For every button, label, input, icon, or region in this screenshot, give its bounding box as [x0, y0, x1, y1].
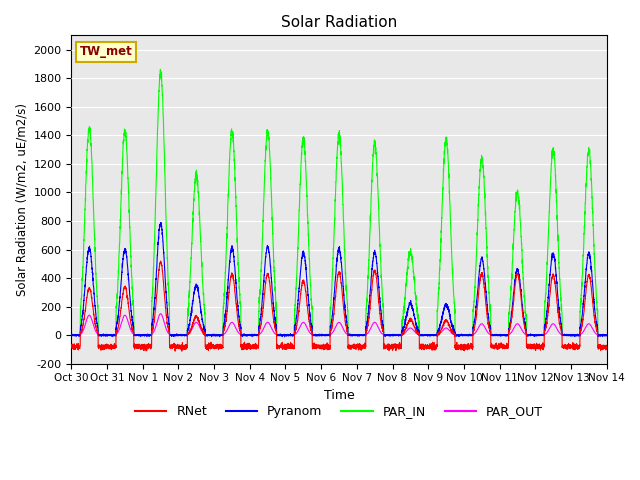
Legend: RNet, Pyranom, PAR_IN, PAR_OUT: RNet, Pyranom, PAR_IN, PAR_OUT: [130, 400, 548, 423]
Y-axis label: Solar Radiation (W/m2, uE/m2/s): Solar Radiation (W/m2, uE/m2/s): [15, 103, 28, 296]
Title: Solar Radiation: Solar Radiation: [281, 15, 397, 30]
X-axis label: Time: Time: [324, 389, 355, 402]
Text: TW_met: TW_met: [79, 45, 132, 58]
